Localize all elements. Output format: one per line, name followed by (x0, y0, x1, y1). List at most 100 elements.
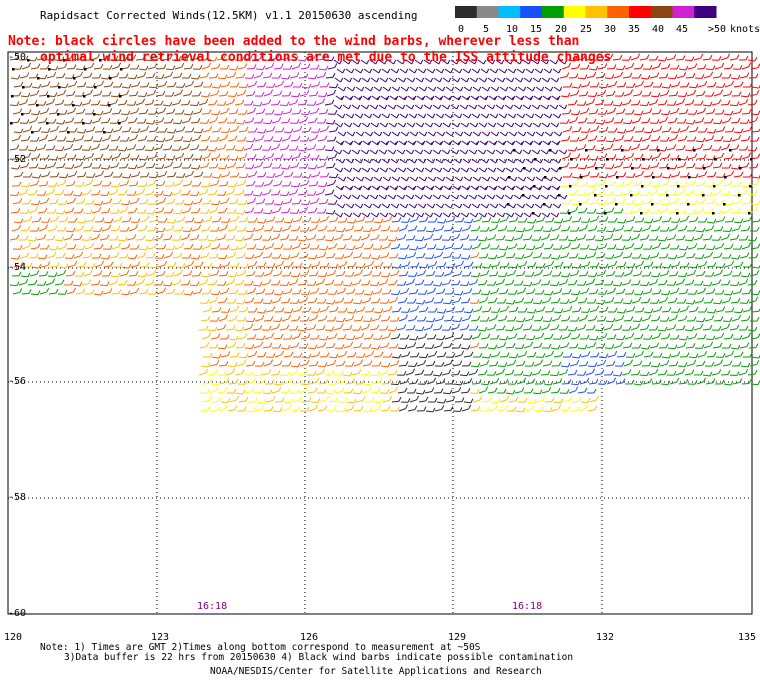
wind-barb-flag (630, 89, 634, 94)
wind-barb-flag (569, 305, 573, 311)
wind-barb-flag (152, 73, 156, 78)
wind-barb-flag (154, 63, 158, 68)
wind-barb (722, 274, 730, 277)
wind-barb (540, 149, 548, 155)
wind-barb-flag (326, 172, 330, 177)
wind-barb-flag (736, 234, 740, 240)
wind-barb (345, 292, 353, 295)
wind-barb (471, 246, 479, 250)
wind-barb-flag (116, 252, 120, 257)
wind-barb-flag (709, 54, 713, 60)
wind-barb (667, 301, 675, 304)
wind-barb-flag (154, 243, 158, 248)
wind-barb-flag (262, 155, 266, 160)
wind-barb-flag (252, 270, 256, 276)
wind-barb (433, 255, 441, 259)
wind-barb-flag (538, 279, 542, 284)
wind-barb (371, 95, 379, 101)
wind-barb-flag (173, 82, 177, 87)
wind-barb (443, 273, 451, 277)
wind-barb-flag (306, 90, 310, 95)
wind-barb-flag (666, 90, 670, 95)
wind-barb (262, 76, 270, 79)
wind-barb-pennant (403, 141, 408, 146)
wind-barb (310, 265, 318, 268)
wind-barb (461, 140, 469, 146)
wind-barb-flag (405, 68, 409, 74)
wind-barb-flag (505, 288, 509, 294)
wind-barb-flag (577, 153, 581, 159)
wind-barb-flag (226, 64, 230, 70)
wind-barb (236, 273, 244, 277)
wind-barb (558, 149, 566, 155)
wind-barb (108, 192, 116, 196)
wind-barb-flag (468, 158, 472, 164)
contamination-dot (103, 131, 106, 134)
wind-barb-flag (637, 233, 641, 238)
wind-barb-flag (610, 190, 614, 196)
wind-barb-flag (623, 218, 627, 224)
wind-barb-flag (701, 74, 705, 79)
wind-barb-flag (379, 131, 383, 137)
wind-barb-flag (622, 108, 626, 114)
wind-barb-flag (360, 203, 364, 209)
wind-barb (227, 229, 235, 232)
wind-barb (513, 194, 521, 200)
wind-barb (588, 158, 597, 161)
wind-barb-flag (727, 53, 731, 58)
wind-barb-flag (286, 191, 290, 196)
wind-barb (517, 264, 525, 268)
wind-barb (135, 282, 143, 286)
wind-barb-flag (396, 68, 400, 74)
wind-barb-flag (20, 218, 24, 223)
wind-barb (634, 264, 642, 268)
wind-barb-flag (729, 227, 733, 232)
wind-barb (363, 68, 371, 74)
wind-barb (120, 203, 129, 206)
wind-barb-flag (178, 99, 182, 104)
wind-barb (238, 86, 247, 89)
wind-barb (351, 149, 359, 155)
wind-barb-pennant (556, 96, 561, 101)
wind-barb (652, 309, 660, 313)
wind-barb-flag (227, 128, 231, 133)
wind-barb-flag (331, 99, 335, 105)
wind-barb (426, 291, 434, 295)
wind-barb (120, 293, 129, 296)
wind-barb-flag (483, 194, 487, 200)
wind-barb-flag (620, 208, 624, 213)
wind-barb (283, 85, 291, 88)
wind-barb-flag (483, 104, 487, 110)
wind-barb (750, 113, 759, 116)
wind-barb (634, 84, 642, 88)
wind-barb (281, 138, 289, 142)
wind-barb-flag (658, 199, 662, 204)
wind-barb (371, 185, 379, 191)
wind-barb-flag (421, 212, 425, 218)
wind-barb-flag (656, 209, 660, 214)
wind-barb (388, 300, 396, 304)
wind-barb-flag (666, 226, 670, 232)
wind-barb-flag (592, 188, 596, 193)
wind-barb-flag (664, 236, 668, 242)
wind-barb-flag (341, 254, 345, 259)
wind-barb-flag (100, 153, 104, 159)
contamination-dot (544, 176, 547, 179)
wind-barb (642, 291, 650, 295)
wind-barb (553, 86, 561, 92)
contamination-dot (678, 158, 681, 161)
wind-barb (462, 113, 470, 119)
wind-barb-flag (18, 91, 22, 96)
wind-barb (713, 139, 722, 142)
wind-barb-flag (125, 253, 129, 258)
wind-barb (451, 167, 459, 173)
wind-barb-flag (196, 144, 200, 150)
wind-barb (226, 165, 234, 169)
wind-barb (622, 212, 631, 215)
wind-barb-flag (28, 62, 32, 67)
wind-barb-pennant (430, 96, 435, 101)
wind-barb (424, 167, 432, 173)
wind-barb-flag (236, 305, 240, 311)
wind-barb (470, 319, 479, 322)
wind-barb-flag (97, 190, 101, 195)
